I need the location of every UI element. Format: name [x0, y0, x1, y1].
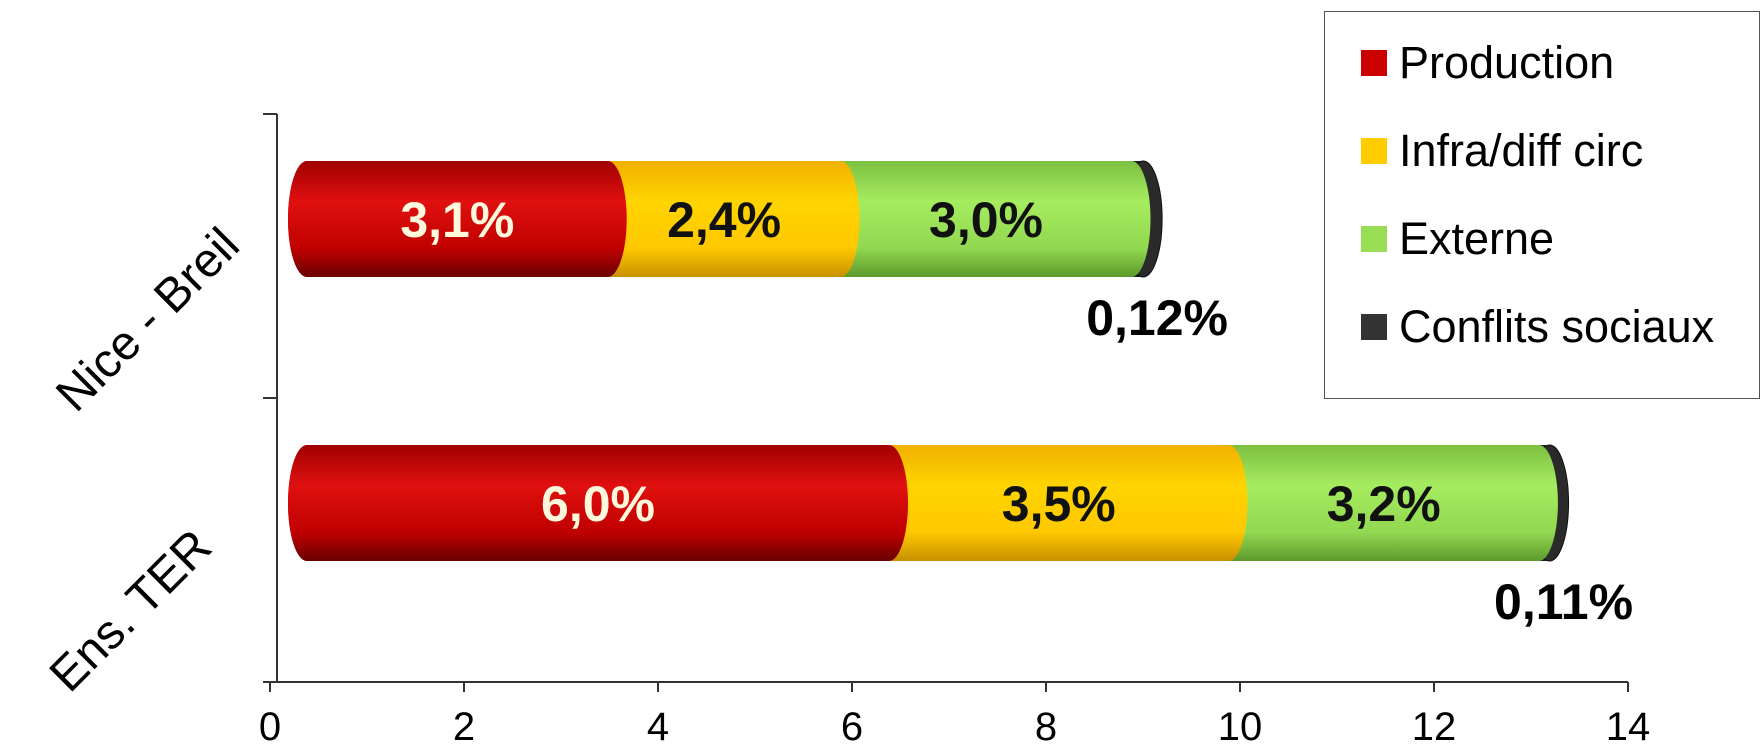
x-tick-label-4: 4 — [647, 705, 669, 749]
bar-body-nice-breil-infra-diff-circ — [588, 161, 860, 277]
legend-swatch-infra — [1361, 138, 1387, 164]
legend-label-externe: Externe — [1399, 213, 1555, 264]
bar-ens-ter-externe — [1209, 445, 1558, 561]
legend-swatch-conflits — [1361, 314, 1387, 340]
data-label-ens-ter-externe: 3,2% — [1327, 476, 1441, 532]
category-label-nice-breil: Nice - Breil — [46, 218, 249, 421]
legend-label-conflits: Conflits sociaux — [1399, 301, 1715, 352]
bar-ens-ter-production — [288, 445, 908, 561]
x-tick-label-2: 2 — [453, 705, 475, 749]
x-tick-label-0: 0 — [259, 705, 281, 749]
bar-nice-breil-infra-diff-circ — [588, 161, 860, 277]
legend-swatch-production — [1361, 50, 1387, 76]
bar-nice-breil-production — [288, 161, 627, 277]
x-tick-label-8: 8 — [1035, 705, 1057, 749]
data-label-ens-ter-conflits-sociaux: 0,11% — [1494, 574, 1633, 630]
data-label-ens-ter-infra-diff-circ: 3,5% — [1002, 476, 1116, 532]
data-label-nice-breil-conflits-sociaux: 0,12% — [1086, 290, 1228, 346]
legend-item-infra: Infra/diff circ — [1361, 125, 1643, 177]
bar-start-cap-ens-ter — [288, 445, 326, 561]
x-tick-label-6: 6 — [841, 705, 863, 749]
bar-body-nice-breil-externe — [821, 161, 1151, 277]
bars — [288, 160, 1570, 562]
x-tick-label-12: 12 — [1412, 705, 1457, 749]
data-labels: 3,1% 2,4% 3,0% 0,12% 6,0% 3,5% 3,2% 0,11% — [400, 192, 1633, 630]
legend: Production Infra/diff circ Externe Confl… — [1324, 11, 1760, 399]
bar-ens-ter-infra-diff-circ — [870, 445, 1248, 561]
legend-item-production: Production — [1361, 37, 1614, 89]
x-tick-label-10: 10 — [1218, 705, 1263, 749]
category-label-ens-ter: Ens. TER — [40, 520, 222, 702]
x-tick-label-14: 14 — [1606, 705, 1651, 749]
data-label-nice-breil-production: 3,1% — [400, 192, 514, 248]
data-label-nice-breil-infra-diff-circ: 2,4% — [667, 192, 781, 248]
bar-body-ens-ter-infra-diff-circ — [870, 445, 1248, 561]
bar-nice-breil-externe — [821, 161, 1151, 277]
legend-label-production: Production — [1399, 37, 1615, 88]
legend-label-infra: Infra/diff circ — [1399, 125, 1644, 176]
bar-body-ens-ter-externe — [1209, 445, 1558, 561]
legend-item-externe: Externe — [1361, 213, 1554, 265]
bar-body-nice-breil-production — [288, 161, 627, 277]
bar-body-ens-ter-production — [288, 445, 908, 561]
legend-item-conflits: Conflits sociaux — [1361, 301, 1714, 353]
data-label-ens-ter-production: 6,0% — [541, 476, 655, 532]
data-label-nice-breil-externe: 3,0% — [929, 192, 1043, 248]
bar-start-cap-nice-breil — [288, 161, 326, 277]
legend-swatch-externe — [1361, 226, 1387, 252]
